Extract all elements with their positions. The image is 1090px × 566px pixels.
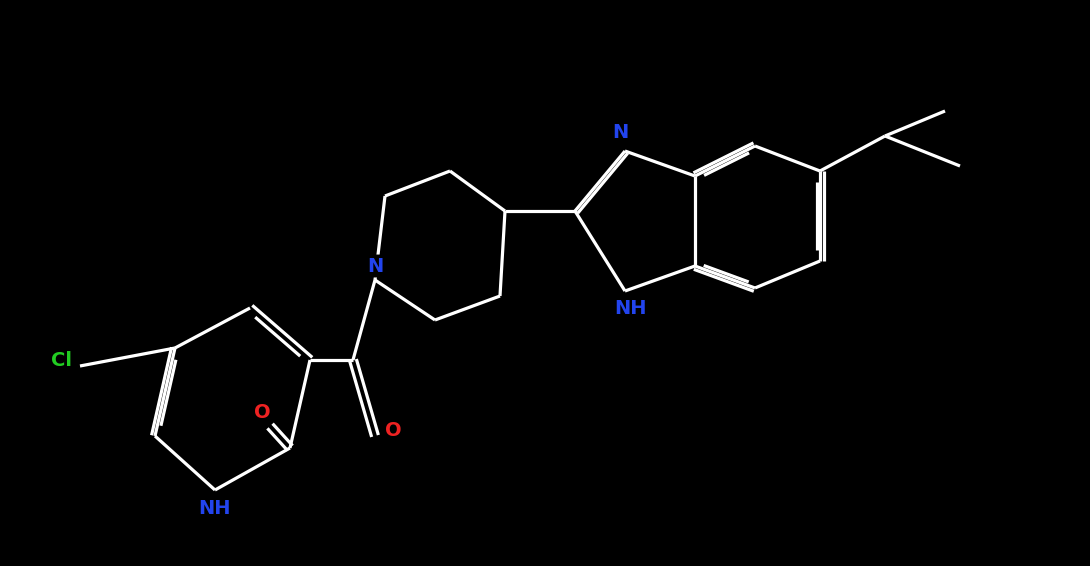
- Text: O: O: [385, 422, 401, 440]
- Text: O: O: [254, 402, 270, 422]
- Text: NH: NH: [198, 499, 231, 517]
- Text: Cl: Cl: [51, 351, 73, 371]
- Text: N: N: [367, 256, 383, 276]
- Text: N: N: [611, 123, 628, 143]
- Text: NH: NH: [614, 299, 646, 319]
